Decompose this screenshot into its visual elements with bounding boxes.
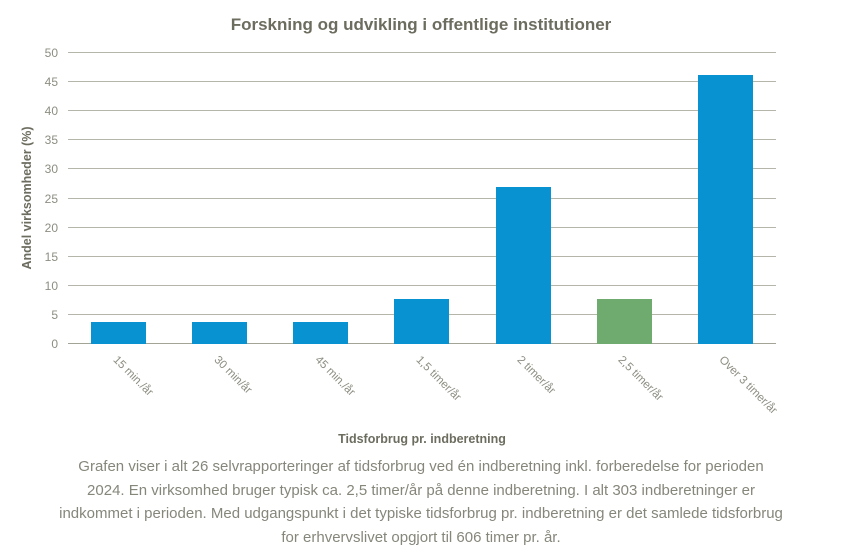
caption: Grafen viser i alt 26 selvrapporteringer… [15,455,827,549]
caption-line-3: indkommet i perioden. Med udgangspunkt i… [59,505,783,522]
x-tick-label: 45 min./år [312,354,358,399]
gridline [68,81,776,83]
bar-7 [697,75,753,344]
gridline [68,110,776,112]
caption-line-1: Grafen viser i alt 26 selvrapporteringer… [78,458,764,475]
gridline [68,139,776,141]
x-tick-label: 30 min/år [211,354,254,397]
y-tick-label: 30 [44,162,58,177]
gridline [68,255,776,257]
x-tick-label: 2 timer/år [514,354,558,397]
y-tick-label: 10 [44,278,58,293]
y-tick-label: 20 [44,220,58,235]
gridline [68,52,776,53]
chart-title: Forskning og udvikling i offentlige inst… [230,15,612,34]
y-tick-labels: 0 5 10 15 20 25 30 35 40 45 50 [0,46,58,351]
y-tick-label: 15 [44,249,58,264]
bar-slot [169,53,270,344]
gridline [68,226,776,228]
bar-slot [371,53,472,344]
gridline [68,284,776,286]
bars [68,53,776,344]
y-tick-label: 0 [51,337,58,351]
bar-slot [473,53,574,344]
x-axis-title: Tidsforbrug pr. indberetning [338,432,506,446]
gridline [68,168,776,170]
caption-line-4: for erhvervslivet opgjort til 606 timer … [281,528,561,546]
y-tick-label: 45 [44,75,58,90]
bar-6 [596,299,652,344]
y-tick-label: 40 [44,104,58,119]
bar-3 [293,321,349,344]
y-tick-label: 5 [51,307,58,322]
y-tick-label: 50 [44,46,58,60]
bar-slot [68,53,169,344]
bar-slot [574,53,675,344]
y-tick-label: 35 [44,133,58,148]
y-tick-label: 25 [44,191,58,206]
bar-slot [270,53,371,344]
gridline [68,197,776,199]
x-tick-label: Over 3 timer/år [716,354,780,417]
caption-line-2: 2024. En virksomhed bruger typisk ca. 2,… [87,481,755,499]
x-tick-label: 2,5 timer/år [615,354,666,404]
bar-4 [394,299,450,344]
bar-5 [495,187,551,344]
x-tick-labels: 15 min./år 30 min/år 45 min./år 1,5 timer/å… [68,350,780,430]
x-tick-label: 1,5 timer/år [413,354,464,404]
bar-slot [675,53,776,344]
bar-2 [192,321,248,344]
x-tick-label: 15 min./år [110,354,155,399]
bar-1 [91,321,147,344]
plot-area [68,52,776,344]
